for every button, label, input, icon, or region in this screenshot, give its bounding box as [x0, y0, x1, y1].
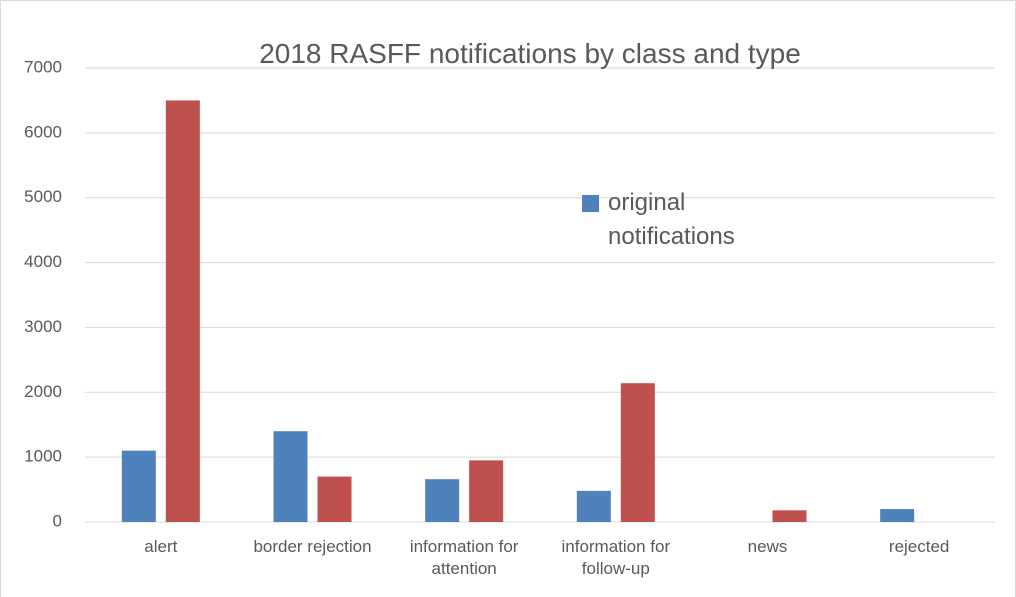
bar — [165, 100, 200, 522]
bar — [121, 450, 156, 522]
bar — [620, 383, 655, 522]
x-tick-label: information for attention — [409, 537, 519, 578]
x-tick-label: rejected — [888, 537, 950, 556]
legend-label: original notifications — [608, 189, 735, 250]
x-tick-label: information for follow-up — [561, 537, 671, 578]
x-tick-label: border rejection — [253, 537, 372, 556]
x-tick-label: alert — [144, 537, 178, 556]
bar — [469, 460, 504, 522]
x-tick-label: news — [747, 537, 788, 556]
bar — [317, 476, 352, 522]
y-tick-label: 6000 — [24, 122, 62, 141]
bar — [772, 510, 807, 522]
bar — [273, 431, 308, 522]
y-tick-label: 2000 — [24, 382, 62, 401]
y-tick-label: 0 — [53, 511, 62, 530]
bar — [576, 490, 611, 522]
bar — [880, 509, 915, 522]
y-tick-label: 5000 — [24, 187, 62, 206]
y-tick-label: 1000 — [24, 447, 62, 466]
y-tick-label: 4000 — [24, 252, 62, 271]
y-tick-label: 7000 — [24, 57, 62, 76]
legend-key — [582, 195, 599, 212]
legend: original notifications — [580, 186, 808, 254]
bar — [425, 479, 460, 522]
chart-title: 2018 RASFF notifications by class and ty… — [259, 38, 801, 69]
y-tick-label: 3000 — [24, 317, 62, 336]
